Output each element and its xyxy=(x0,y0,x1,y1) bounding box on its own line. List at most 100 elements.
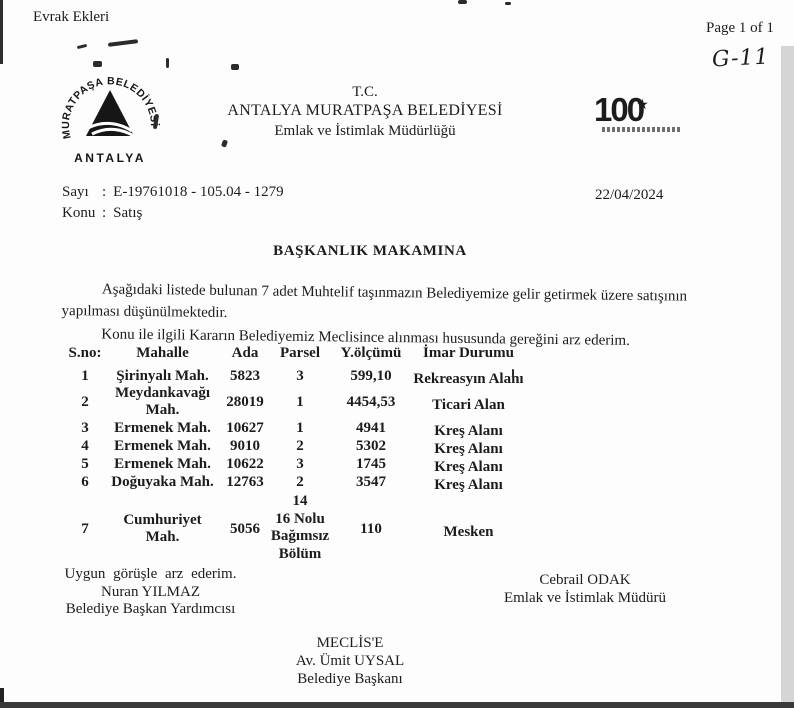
table-cell: 5056 xyxy=(230,520,260,537)
municipality-logo-icon: MURATPAŞA BELEDİYESİ ANTALYA xyxy=(60,75,160,165)
logo-wave-icon xyxy=(91,127,135,138)
signature-right: Cebrail ODAK Emlak ve İstimlak Müdürü xyxy=(480,571,690,607)
doc-number-row: Sayı: E-19761018 - 105.04 - 1279 xyxy=(62,182,284,203)
table-cell: 3 xyxy=(296,367,304,384)
doc-subject-value: Satış xyxy=(113,205,143,221)
table-cell: 3547 xyxy=(356,473,386,490)
table-row: 6 Doğuyaka Mah. 12763 2 3547 Kreş Alanı xyxy=(65,473,525,493)
col-header-mahalle: Mahalle xyxy=(136,345,189,361)
doc-number-value: E-19761018 - 105.04 - 1279 xyxy=(113,184,284,200)
doc-meta: Sayı: E-19761018 - 105.04 - 1279 Konu: Sat… xyxy=(62,182,284,224)
table-cell: 1745 xyxy=(356,455,386,472)
centenary-logo: 100★ xyxy=(594,91,690,132)
sayi-label: Sayı xyxy=(62,184,89,200)
table-cell: 4941 xyxy=(356,419,386,436)
table-cell: Kreş Alanı xyxy=(434,458,503,475)
table-cell: 2 xyxy=(296,473,304,490)
table-cell: 10622 xyxy=(226,455,264,472)
letterhead-municipality: ANTALYA MURATPAŞA BELEDİYESİ xyxy=(227,102,503,119)
table-cell: 10627 xyxy=(226,419,264,436)
scan-smudge xyxy=(458,0,467,4)
signature-name: Cebrail ODAK xyxy=(539,572,631,588)
signature-name: Av. Ümit UYSAL xyxy=(295,653,405,669)
letterhead-department: Emlak ve İstimlak Müdürlüğü xyxy=(274,123,456,139)
table-cell: Mesken xyxy=(443,523,494,540)
table-cell: Kreş Alanı xyxy=(434,476,503,493)
col-header-imar: İmar Durumu xyxy=(423,345,514,361)
doc-subject-row: Konu: Satış xyxy=(62,203,284,224)
scan-smudge xyxy=(166,58,169,68)
table-cell: Cumhuriyet Mah. xyxy=(123,512,202,545)
table-row: 5 Ermenek Mah. 10622 3 1745 Kreş Alanı xyxy=(65,455,525,475)
table-cell: 5823 xyxy=(230,367,260,384)
table-cell: 1 xyxy=(296,393,304,410)
scan-smudge xyxy=(231,64,239,70)
table-cell: 28019 xyxy=(226,393,264,410)
scan-smudge xyxy=(76,43,88,50)
letterhead-tc: T.C. xyxy=(352,84,378,100)
sayi-colon: : xyxy=(102,184,107,200)
municipality-logo: MURATPAŞA BELEDİYESİ ANTALYA xyxy=(56,70,162,168)
bottom-edge-strip xyxy=(0,702,794,708)
table-cell: 1 xyxy=(81,367,89,384)
scan-smudge xyxy=(512,369,514,377)
attachments-title: Evrak Ekleri xyxy=(33,9,110,25)
table-cell: 6 xyxy=(81,473,89,490)
scan-edge-left-bottom xyxy=(0,688,4,708)
doc-date: 22/04/2024 xyxy=(595,187,664,203)
col-header-ada: Ada xyxy=(231,345,259,361)
body-text: Aşağıdaki listede bulunan 7 adet Muhteli… xyxy=(61,279,714,353)
table-cell: Kreş Alanı xyxy=(434,422,503,439)
table-cell: 4 xyxy=(81,437,89,454)
right-edge-strip xyxy=(781,46,794,708)
table-cell: Kreş Alanı xyxy=(434,440,503,457)
table-cell: 7 xyxy=(81,520,89,537)
table-cell: 5302 xyxy=(356,437,386,454)
signature-line: Uygun görüşle arz ederim. xyxy=(64,566,237,582)
table-cell: Rekreasyın Alanı xyxy=(413,370,524,387)
table-row: 4 Ermenek Mah. 9010 2 5302 Kreş Alanı xyxy=(65,437,525,457)
col-header-parsel: Parsel xyxy=(280,345,320,361)
table-cell: 1 xyxy=(296,419,304,436)
table-cell: 2 xyxy=(81,393,89,410)
table-cell: 3 xyxy=(81,419,89,436)
table-cell: 5 xyxy=(81,455,89,472)
table-cell: Meydankavağı Mah. xyxy=(114,385,210,418)
logo-banner-text: ANTALYA xyxy=(74,151,146,165)
col-header-yolcumu: Y.ölçümü xyxy=(340,345,402,361)
table-cell: 9010 xyxy=(230,437,260,454)
table-cell: Ticari Alan xyxy=(432,396,505,413)
table-cell: Ermenek Mah. xyxy=(114,437,211,454)
centenary-number: 100 xyxy=(594,91,645,128)
table-row: 2 Meydankavağı Mah. 28019 1 4454,53 Tica… xyxy=(65,385,525,419)
scan-edge-left xyxy=(0,0,3,64)
star-icon: ★ xyxy=(636,98,649,113)
table-cell: 110 xyxy=(360,520,382,537)
signature-title: Emlak ve İstimlak Müdürü xyxy=(503,590,667,606)
logo-wave-icon xyxy=(87,122,133,133)
centenary-caption-blur xyxy=(602,127,680,132)
page-indicator: Page 1 of 1 xyxy=(706,20,774,36)
table-cell: Doğuyaka Mah. xyxy=(111,473,214,490)
handwritten-annotation: G-11 xyxy=(711,44,771,73)
table-cell: Şirinyalı Mah. xyxy=(116,367,209,384)
table-cell: 14 16 Nolu Bağımsız Bölüm xyxy=(270,493,330,562)
signature-addressee: MECLİS'E xyxy=(316,635,384,651)
table-cell: Ermenek Mah. xyxy=(114,419,211,436)
parcels-table: S.no: Mahalle Ada Parsel Y.ölçümü İmar D… xyxy=(65,345,525,567)
signature-title: Belediye Başkanı xyxy=(297,671,403,687)
scan-smudge xyxy=(93,61,102,67)
table-header-row: S.no: Mahalle Ada Parsel Y.ölçümü İmar D… xyxy=(65,345,525,367)
col-header-sno: S.no: xyxy=(68,345,102,361)
signature-name: Nuran YILMAZ xyxy=(100,583,200,600)
konu-label: Konu xyxy=(62,205,96,221)
table-row: 7 Cumhuriyet Mah. 5056 14 16 Nolu Bağıms… xyxy=(65,491,525,567)
signature-left: Uygun görüşle arz ederim. Nuran YILMAZ B… xyxy=(48,566,253,619)
table-cell: 12763 xyxy=(226,473,264,490)
table-cell: 3 xyxy=(296,455,304,472)
body-paragraph-1: Aşağıdaki listede bulunan 7 adet Muhteli… xyxy=(61,281,688,321)
table-row: 3 Ermenek Mah. 10627 1 4941 Kreş Alanı xyxy=(65,419,525,439)
subject-heading: BAŞKANLIK MAKAMINA xyxy=(273,243,467,259)
scan-smudge xyxy=(220,139,229,148)
